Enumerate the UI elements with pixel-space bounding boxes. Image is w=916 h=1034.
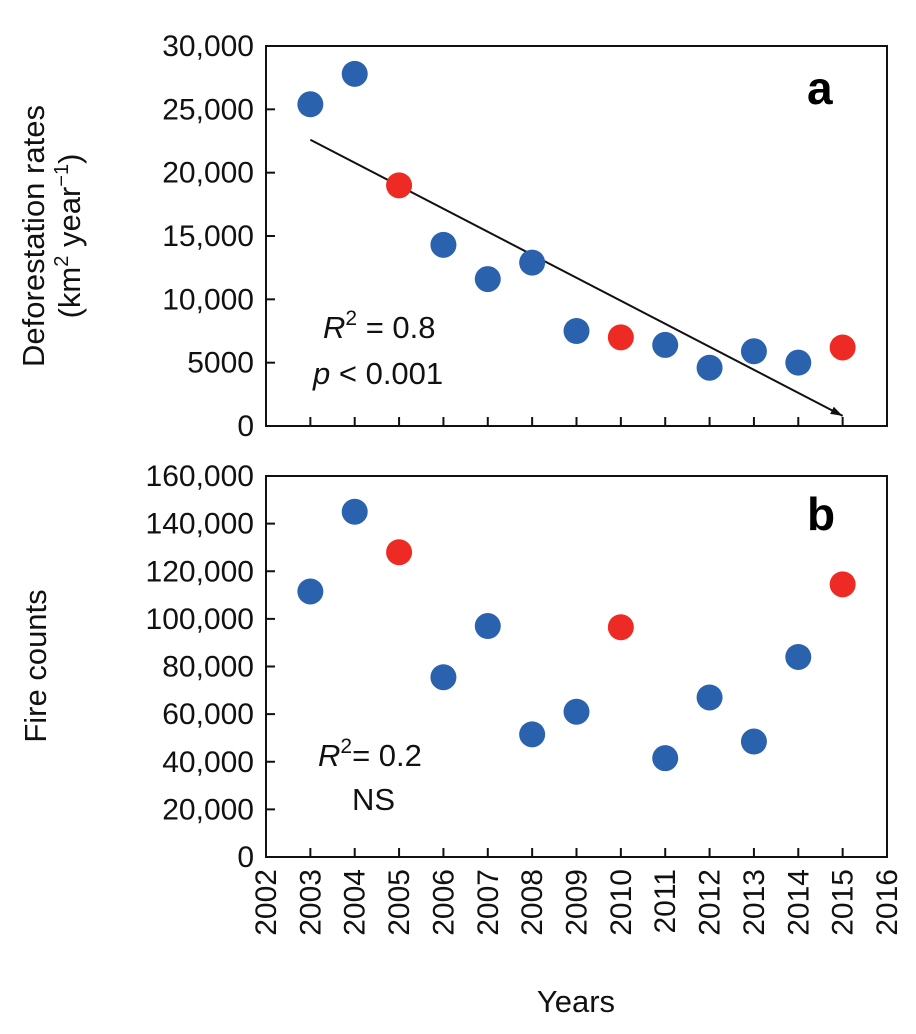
panel-a-label: a bbox=[807, 62, 833, 114]
panel-a-r2: R2 = 0.8 bbox=[323, 307, 436, 345]
panel-b-data-point bbox=[696, 684, 723, 711]
panel-b-y-tick-label: 20,000 bbox=[162, 793, 254, 826]
x-tick-label: 2009 bbox=[561, 869, 594, 936]
panel-b-y-tick-label: 80,000 bbox=[162, 651, 254, 684]
panel-a-y-tick-label: 30,000 bbox=[162, 30, 254, 63]
panel-a-y-tick-label: 25,000 bbox=[162, 93, 254, 126]
panel-a-data-point bbox=[430, 231, 457, 258]
panel-b-y-tick-label: 140,000 bbox=[146, 508, 254, 541]
panel-b-y-tick-label: 0 bbox=[237, 841, 254, 874]
panel-a-data-point bbox=[519, 249, 546, 276]
panel-b-data-point bbox=[474, 613, 501, 640]
panel-a-points bbox=[297, 60, 856, 381]
panel-a-y-title-line2: (km2 year−1) bbox=[51, 154, 87, 319]
panel-a-y-tick-label: 15,000 bbox=[162, 220, 254, 253]
panel-b-data-point bbox=[607, 614, 634, 641]
panel-a-data-point bbox=[297, 91, 324, 118]
panel-a-data-point bbox=[652, 331, 679, 358]
panel-b-y-title: Fire counts bbox=[18, 589, 53, 742]
panel-a-data-point bbox=[829, 334, 856, 361]
x-tick-label: 2002 bbox=[250, 869, 283, 936]
panel-a-data-point bbox=[696, 354, 723, 381]
x-tick-label: 2016 bbox=[871, 869, 904, 936]
panel-b-y-tick-label: 40,000 bbox=[162, 746, 254, 779]
panel-b-data-point bbox=[829, 571, 856, 598]
panel-a-data-point bbox=[563, 318, 590, 344]
panel-a-y-tick-label: 0 bbox=[237, 410, 254, 443]
x-tick-label: 2013 bbox=[738, 869, 771, 936]
panel-b-points bbox=[297, 498, 856, 772]
panel-a-data-point bbox=[607, 324, 634, 351]
x-tick-label: 2003 bbox=[294, 869, 327, 936]
x-tick-label: 2008 bbox=[516, 869, 549, 936]
panel-a-y-axis: 0 5000 10,000 15,000 20,000 25,000 30,000 bbox=[162, 30, 275, 443]
panel-b-r2: R2= 0.2 bbox=[318, 735, 422, 773]
panel-b-ns: NS bbox=[352, 782, 395, 817]
panel-a-data-point bbox=[386, 172, 413, 199]
panel-a-data-point bbox=[341, 60, 368, 87]
panel-b-label: b bbox=[807, 488, 835, 540]
panel-b-data-point bbox=[341, 498, 368, 525]
panel-a-y-tick-label: 20,000 bbox=[162, 157, 254, 190]
x-axis-title: Years bbox=[537, 984, 615, 1019]
panel-b-y-axis: 0 20,000 40,000 60,000 80,000 100,000 120,000 1… bbox=[146, 460, 275, 874]
panel-b-data-point bbox=[652, 745, 679, 772]
panel-b-data-point bbox=[430, 664, 457, 691]
x-tick-label: 2015 bbox=[827, 869, 860, 936]
x-tick-label: 2004 bbox=[339, 869, 372, 936]
panel-a: 0 5000 10,000 15,000 20,000 25,000 30,000 a R2… bbox=[16, 30, 888, 443]
x-tick-label: 2011 bbox=[649, 869, 682, 934]
panel-b-data-point bbox=[519, 721, 546, 748]
panel-a-y-tick-label: 10,000 bbox=[162, 283, 254, 316]
panel-a-y-tick-label: 5000 bbox=[187, 347, 254, 380]
x-tick-label: 2007 bbox=[472, 869, 505, 936]
panel-a-trendline-arrowhead bbox=[830, 406, 843, 416]
x-tick-label: 2012 bbox=[694, 869, 727, 936]
panel-a-y-title-line1: Deforestation rates bbox=[16, 105, 51, 367]
panel-a-y-title: Deforestation rates (km2 year−1) bbox=[16, 105, 87, 367]
x-tick-label: 2006 bbox=[427, 869, 460, 936]
panel-b-x-axis: 2002 2003 2004 2005 2006 2007 2008 2009 2010 2011… bbox=[250, 848, 904, 936]
panel-b-data-point bbox=[785, 643, 812, 670]
panel-b-data-point bbox=[563, 698, 590, 725]
panel-b-data-point bbox=[386, 539, 413, 566]
panel-a-data-point bbox=[740, 338, 767, 365]
panel-a-x-ticks bbox=[265, 417, 888, 426]
panel-a-data-point bbox=[474, 266, 501, 293]
panel-b-data-point bbox=[297, 578, 324, 605]
panel-b-y-tick-label: 60,000 bbox=[162, 698, 254, 731]
panel-b-data-point bbox=[740, 728, 767, 755]
panel-a-data-point bbox=[785, 349, 812, 376]
panel-b-y-tick-label: 160,000 bbox=[146, 460, 254, 493]
panel-a-p-value: p < 0.001 bbox=[312, 356, 443, 391]
x-tick-label: 2014 bbox=[782, 869, 815, 936]
panel-b-y-tick-label: 120,000 bbox=[146, 555, 254, 588]
panel-b: 0 20,000 40,000 60,000 80,000 100,000 120,000 1… bbox=[18, 460, 904, 1019]
x-tick-label: 2005 bbox=[383, 869, 416, 936]
panel-b-y-tick-label: 100,000 bbox=[146, 603, 254, 636]
x-tick-label: 2010 bbox=[605, 869, 638, 936]
